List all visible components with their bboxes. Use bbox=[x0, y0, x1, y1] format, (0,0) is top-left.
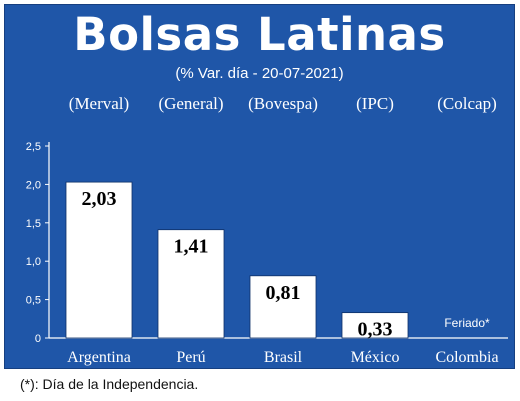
bar-value-label: 0,81 bbox=[266, 282, 301, 304]
y-tick-label: 1,5 bbox=[26, 218, 41, 230]
category-label: Brasil bbox=[264, 349, 303, 366]
chart-title: Bolsas Latinas bbox=[73, 8, 446, 61]
category-label: Argentina bbox=[67, 349, 131, 366]
bar-value-label: 1,41 bbox=[174, 236, 209, 258]
footnote: (*): Día de la Independencia. bbox=[20, 376, 199, 392]
y-tick-label: 2,5 bbox=[26, 141, 41, 153]
index-label: (Bovespa) bbox=[248, 94, 318, 113]
category-label: México bbox=[351, 349, 400, 366]
bar bbox=[249, 275, 317, 339]
index-label: (General) bbox=[158, 94, 223, 113]
category-label: Perú bbox=[176, 349, 205, 366]
chart-subtitle: (% Var. día - 20-07-2021) bbox=[175, 65, 344, 82]
bar bbox=[65, 181, 133, 339]
y-tick-label: 0,5 bbox=[26, 295, 41, 307]
index-label: (Colcap) bbox=[437, 94, 496, 113]
bar bbox=[157, 229, 225, 339]
index-label: (Merval) bbox=[69, 94, 129, 113]
chart-panel: Bolsas Latinas (% Var. día - 20-07-2021)… bbox=[4, 4, 515, 369]
y-tick-label: 2,0 bbox=[26, 179, 41, 191]
index-label: (IPC) bbox=[356, 94, 394, 113]
bar-value-label: 0,33 bbox=[358, 319, 393, 341]
annotation-label: Feriado* bbox=[444, 316, 490, 330]
bar-value-label: 2,03 bbox=[82, 188, 117, 210]
category-label: Colombia bbox=[435, 349, 498, 366]
y-tick-label: 0 bbox=[35, 333, 41, 345]
y-tick-label: 1,0 bbox=[26, 256, 41, 268]
bar bbox=[341, 312, 409, 339]
bar-chart: (Merval) (General) (Bovespa) (IPC) (Colcap) 0… bbox=[26, 94, 508, 366]
